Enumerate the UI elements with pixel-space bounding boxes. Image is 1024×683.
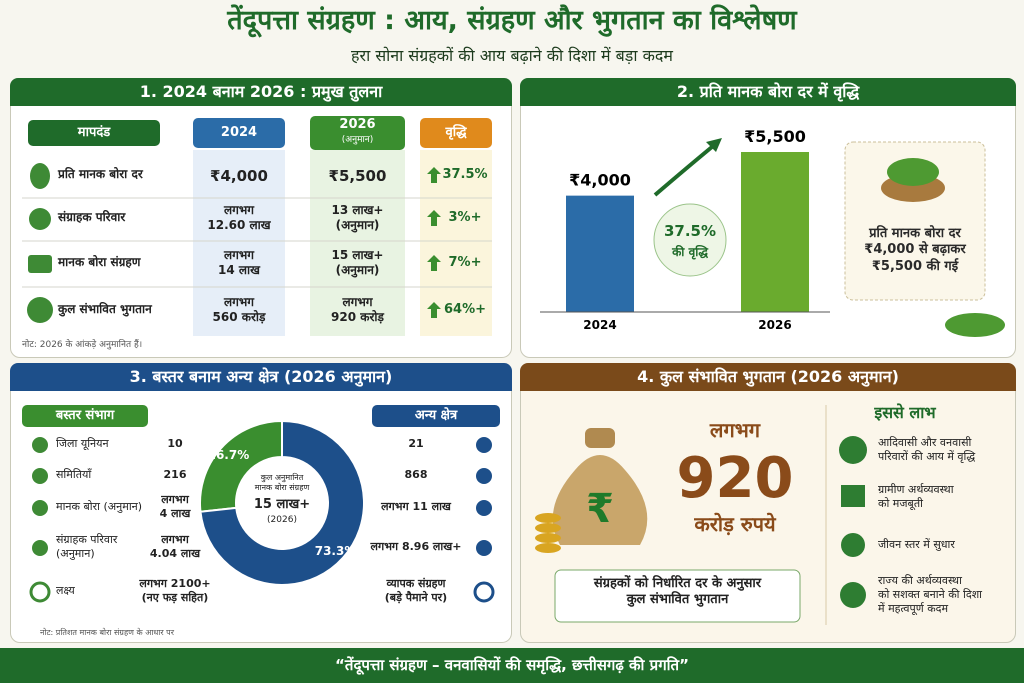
- benefit: आदिवासी और वनवासी परिवारों की आय में वृद…: [878, 436, 976, 463]
- column-subheader: (अनुमान): [341, 135, 374, 146]
- title: तेंदूपत्ता संग्रहण : आय, संग्रहण और भुगत…: [227, 5, 797, 36]
- value-2024: लगभग 14 लाख: [218, 248, 260, 277]
- rate-card-text: प्रति मानक बोरा दर ₹4,000 से बढ़ाकर ₹5,5…: [864, 226, 966, 274]
- region-value: 868: [404, 468, 428, 481]
- panel-heading: 4. कुल संभावित भुगतान (2026 अनुमान): [520, 363, 1016, 391]
- value-2026: ₹5,500: [328, 167, 387, 185]
- subtitle: हरा सोना संग्रहकों की आय बढ़ाने की दिशा …: [351, 46, 673, 65]
- value-2026: 15 लाख+ (अनुमान): [331, 248, 384, 277]
- row-icons: [27, 163, 53, 323]
- region-icons: [29, 437, 495, 603]
- growth: 3%+: [448, 210, 482, 225]
- column-header: 2026: [339, 117, 376, 132]
- column-header: 2026 (अनुमान): [310, 116, 405, 150]
- caption-box: [554, 569, 801, 623]
- amount-unit: करोड़ रुपये: [694, 512, 776, 536]
- value-label: ₹5,500: [744, 127, 806, 146]
- row-label: प्रति मानक बोरा दर: [58, 167, 143, 181]
- bar: [566, 195, 634, 312]
- footer: “तेंदूपत्ता संग्रहण – वनवासियों की समृद्…: [335, 656, 689, 674]
- pie-center-label: कुल अनुमानित मानक बोरा संग्रहण: [254, 473, 310, 492]
- amount: 920: [676, 446, 794, 511]
- growth-arrow: [653, 140, 720, 197]
- column-bg: [310, 150, 405, 336]
- amount-prefix: लगभग: [709, 418, 761, 442]
- benefit: ग्रामीण अर्थव्यवस्था को मजबूती: [878, 483, 954, 510]
- region-label: संग्राहक परिवार (अनुमान): [56, 533, 118, 560]
- money-bag-top: [585, 428, 615, 448]
- value-2024: लगभग 560 करोड़: [212, 295, 266, 324]
- value-label: ₹4,000: [569, 171, 631, 190]
- region-tag: बस्तर संभाग: [22, 405, 148, 427]
- growth: 37.5%: [442, 167, 488, 182]
- column-bg: [193, 150, 285, 336]
- region-label: जिला यूनियन: [56, 437, 109, 450]
- benefit: जीवन स्तर में सुधार: [878, 538, 955, 551]
- region-tag: अन्य क्षेत्र: [372, 405, 500, 427]
- value-2026: 13 लाख+ (अनुमान): [331, 203, 384, 232]
- pie-segment: [199, 419, 365, 586]
- region-value: लगभग 11 लाख: [381, 500, 451, 513]
- region-label: लक्ष्य: [56, 584, 75, 597]
- annotation: 37.5%: [664, 222, 716, 240]
- growth-arrow: [427, 302, 441, 318]
- coins: [535, 513, 561, 553]
- leaves: [887, 158, 939, 186]
- rate-card: [844, 141, 986, 301]
- rupee-icon: ₹: [586, 486, 614, 532]
- row-label: कुल संभावित भुगतान: [58, 302, 152, 316]
- column-header: मापदंड: [28, 120, 160, 146]
- pie-center-value: 15 लाख+: [253, 497, 311, 512]
- footer-band: [0, 648, 1024, 683]
- column-header: वृद्धि: [420, 118, 492, 148]
- panel-heading: 2. प्रति मानक बोरा दर में वृद्धि: [520, 78, 1016, 106]
- value-2026: लगभग 920 करोड़: [331, 295, 384, 324]
- leaves: [945, 313, 1005, 337]
- row-label: मानक बोरा संग्रहण: [58, 255, 141, 269]
- region-label: समितियाँ: [56, 468, 92, 481]
- benefit-icons: [839, 436, 867, 608]
- pie-segment: [199, 419, 283, 513]
- row-label: संग्राहक परिवार: [58, 210, 126, 224]
- pie-center-year: (2026): [267, 515, 297, 525]
- region-label: मानक बोरा (अनुमान): [56, 500, 143, 513]
- x-tick-label: 2024: [583, 318, 616, 332]
- value-2024: लगभग 12.60 लाख: [207, 203, 271, 232]
- annotation-circle: [653, 203, 727, 277]
- money-bag: [552, 455, 648, 545]
- row-dividers: [22, 197, 492, 288]
- growth-arrow: [427, 255, 441, 271]
- growth-arrow: [427, 167, 441, 183]
- note: नोट: प्रतिशत मानक बोरा संग्रहण के आधार प…: [40, 628, 174, 637]
- value-2024: ₹4,000: [210, 167, 268, 185]
- caption: संग्रहकों को निर्धारित दर के अनुसार कुल …: [593, 576, 762, 608]
- growth: 64%+: [443, 302, 486, 317]
- region-value: लगभग 4 लाख: [159, 493, 191, 520]
- annotation: की वृद्धि: [671, 245, 708, 260]
- x-tick-label: 2026: [758, 318, 791, 332]
- benefit: राज्य की अर्थव्यवस्था को सशक्त बनाने की …: [878, 574, 983, 615]
- growth: 7%+: [448, 255, 482, 270]
- region-value: 21: [408, 437, 424, 450]
- panel-heading: 3. बस्तर बनाम अन्य क्षेत्र (2026 अनुमान): [10, 363, 512, 391]
- benefits-title: इससे लाभ: [874, 403, 936, 422]
- pie-center: [237, 458, 327, 548]
- arrow-head: [706, 138, 722, 152]
- region-value: व्यापक संग्रहण (बड़े पैमाने पर): [384, 577, 448, 604]
- value-label: 73.3%: [315, 544, 357, 558]
- region-value: लगभग 2100+ (नए फड़ सहित): [139, 577, 211, 604]
- note: नोट: 2026 के आंकड़े अनुमानित हैं।: [22, 340, 143, 350]
- region-value: 216: [163, 468, 187, 481]
- panel-heading: 1. 2024 बनाम 2026 : प्रमुख तुलना: [10, 78, 512, 106]
- bar: [741, 152, 809, 312]
- growth-arrow: [427, 210, 441, 226]
- region-value: लगभग 4.04 लाख: [149, 533, 201, 560]
- column-header: 2024: [193, 118, 285, 148]
- region-value: 10: [167, 437, 183, 450]
- value-label: 26.7%: [208, 448, 250, 462]
- region-value: लगभग 8.96 लाख+: [370, 540, 462, 553]
